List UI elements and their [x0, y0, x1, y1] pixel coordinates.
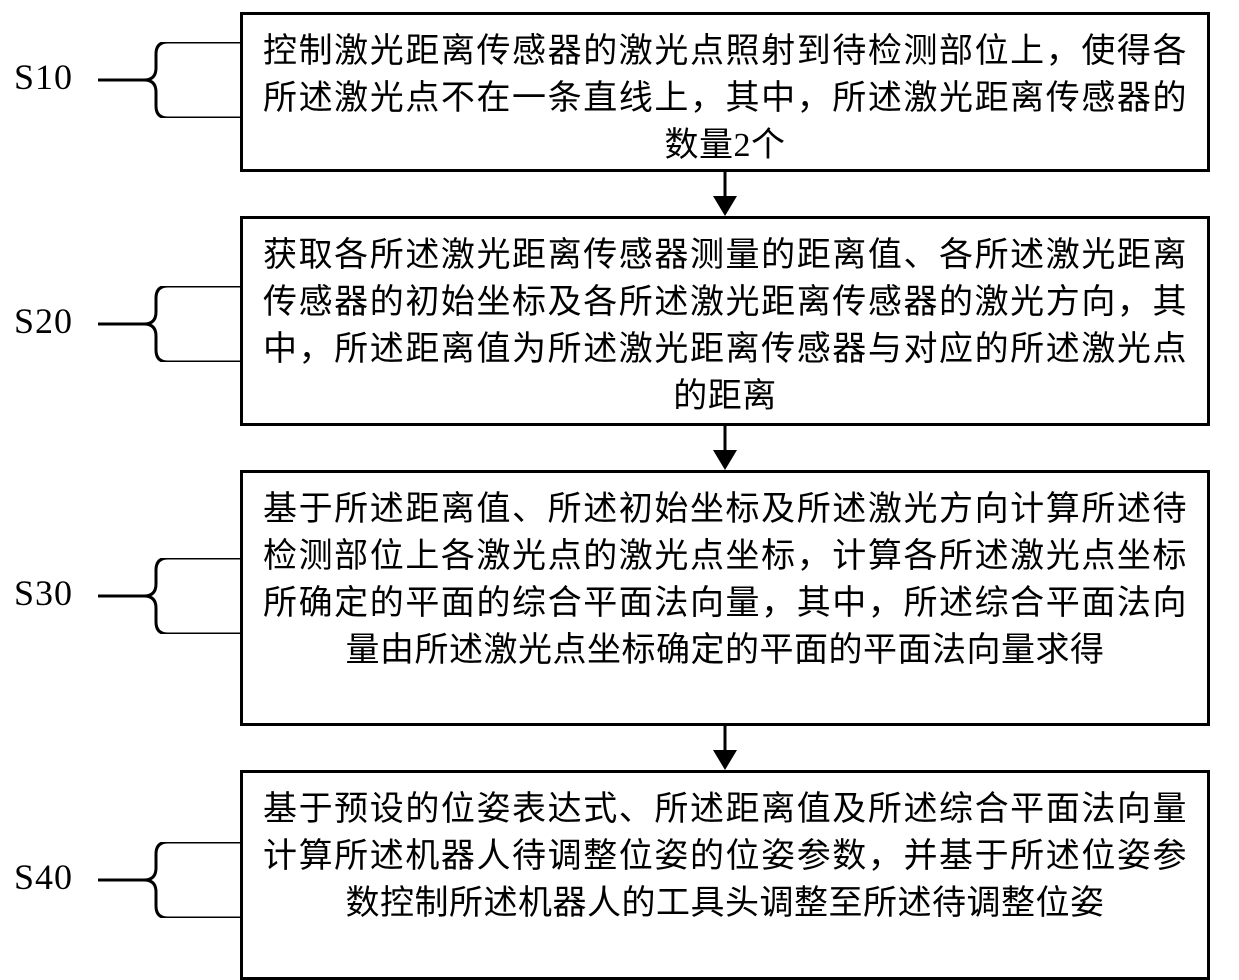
arrow-s30-s40 — [713, 726, 737, 770]
bracket-s40 — [98, 842, 240, 918]
step-box-s10: 控制激光距离传感器的激光点照射到待检测部位上，使得各所述激光点不在一条直线上，其… — [240, 12, 1210, 172]
bracket-s10 — [98, 42, 240, 118]
flowchart-canvas: S10 控制激光距离传感器的激光点照射到待检测部位上，使得各所述激光点不在一条直… — [0, 0, 1239, 947]
bracket-s20 — [98, 286, 240, 362]
step-box-s20: 获取各所述激光距离传感器测量的距离值、各所述激光距离传感器的初始坐标及各所述激光… — [240, 216, 1210, 426]
arrow-s20-s30 — [713, 426, 737, 470]
step-label-s40: S40 — [14, 856, 73, 898]
step-text-s30: 基于所述距离值、所述初始坐标及所述激光方向计算所述待检测部位上各激光点的激光点坐… — [263, 491, 1187, 669]
step-label-s30: S30 — [14, 572, 73, 614]
step-box-s30: 基于所述距离值、所述初始坐标及所述激光方向计算所述待检测部位上各激光点的激光点坐… — [240, 470, 1210, 726]
step-text-s40: 基于预设的位姿表达式、所述距离值及所述综合平面法向量计算所述机器人待调整位姿的位… — [263, 791, 1187, 922]
bracket-s30 — [98, 558, 240, 634]
arrow-s10-s20 — [713, 172, 737, 216]
step-label-s20: S20 — [14, 300, 73, 342]
step-box-s40: 基于预设的位姿表达式、所述距离值及所述综合平面法向量计算所述机器人待调整位姿的位… — [240, 770, 1210, 980]
step-text-s10: 控制激光距离传感器的激光点照射到待检测部位上，使得各所述激光点不在一条直线上，其… — [263, 33, 1187, 164]
step-text-s20: 获取各所述激光距离传感器测量的距离值、各所述激光距离传感器的初始坐标及各所述激光… — [263, 237, 1187, 415]
step-label-s10: S10 — [14, 56, 73, 98]
